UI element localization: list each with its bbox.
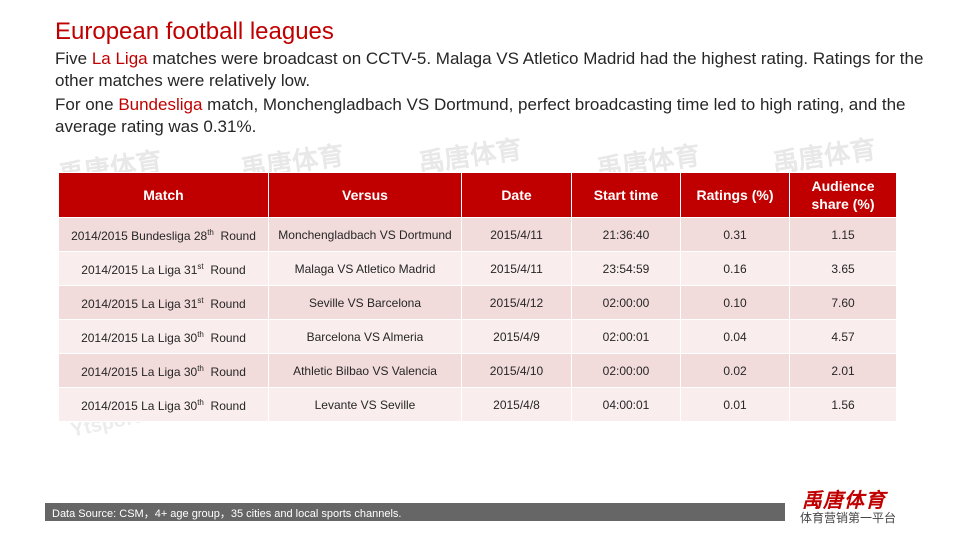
cell-match: 2014/2015 La Liga 30th Round (58, 319, 269, 354)
cell-date: 2015/4/12 (461, 285, 572, 320)
cell-share: 2.01 (789, 353, 897, 388)
header-versus: Versus (268, 172, 462, 218)
header-date: Date (461, 172, 572, 218)
cell-date: 2015/4/9 (461, 319, 572, 354)
cell-share: 3.65 (789, 251, 897, 286)
cell-share: 7.60 (789, 285, 897, 320)
header-match: Match (58, 172, 269, 218)
cell-date: 2015/4/11 (461, 217, 572, 252)
table-header-row: Match Versus Date Start time Ratings (%)… (58, 172, 897, 218)
cell-start-time: 04:00:01 (571, 387, 681, 422)
cell-match: 2014/2015 La Liga 31st Round (58, 251, 269, 286)
brand-logo: 禹唐体育 (802, 490, 886, 512)
cell-versus: Malaga VS Atletico Madrid (268, 251, 462, 286)
cell-rating: 0.04 (680, 319, 790, 354)
cell-start-time: 23:54:59 (571, 251, 681, 286)
cell-share: 4.57 (789, 319, 897, 354)
ratings-table: Match Versus Date Start time Ratings (%)… (58, 172, 897, 422)
cell-rating: 0.02 (680, 353, 790, 388)
cell-start-time: 02:00:00 (571, 353, 681, 388)
p1-highlight: La Liga (91, 49, 148, 68)
cell-start-time: 02:00:00 (571, 285, 681, 320)
cell-match: 2014/2015 La Liga 30th Round (58, 353, 269, 388)
cell-match: 2014/2015 Bundesliga 28th Round (58, 217, 269, 252)
cell-date: 2015/4/10 (461, 353, 572, 388)
page-title: European football leagues (55, 18, 334, 45)
table-row: 2014/2015 Bundesliga 28th Round Moncheng… (58, 217, 897, 252)
p2-before: For one (55, 95, 119, 114)
data-source-note: Data Source: CSM，4+ age group，35 cities … (52, 508, 402, 520)
p2-after: match, Monchengladbach VS Dortmund, perf… (55, 95, 906, 136)
brand-slogan: 体育营销第一平台 (800, 511, 897, 525)
table-row: 2014/2015 La Liga 31st Round Malaga VS A… (58, 251, 897, 286)
p2-highlight: Bundesliga (118, 95, 203, 114)
cell-date: 2015/4/8 (461, 387, 572, 422)
header-audience-share: Audience share (%) (789, 172, 897, 218)
cell-share: 1.56 (789, 387, 897, 422)
cell-versus: Athletic Bilbao VS Valencia (268, 353, 462, 388)
table-row: 2014/2015 La Liga 30th Round Barcelona V… (58, 319, 897, 354)
cell-versus: Monchengladbach VS Dortmund (268, 217, 462, 252)
cell-versus: Seville VS Barcelona (268, 285, 462, 320)
footer-bar (45, 503, 785, 521)
p1-before: Five (55, 49, 92, 68)
header-ratings: Ratings (%) (680, 172, 790, 218)
header-start-time: Start time (571, 172, 681, 218)
cell-rating: 0.16 (680, 251, 790, 286)
cell-start-time: 02:00:01 (571, 319, 681, 354)
cell-versus: Barcelona VS Almeria (268, 319, 462, 354)
cell-versus: Levante VS Seville (268, 387, 462, 422)
paragraph-bundesliga: For one Bundesliga match, Monchengladbac… (55, 94, 935, 138)
table-row: 2014/2015 La Liga 30th Round Athletic Bi… (58, 353, 897, 388)
cell-rating: 0.01 (680, 387, 790, 422)
paragraph-la-liga: Five La Liga matches were broadcast on C… (55, 48, 935, 92)
table-row: 2014/2015 La Liga 30th Round Levante VS … (58, 387, 897, 422)
p1-after: matches were broadcast on CCTV-5. Malaga… (55, 49, 924, 90)
cell-date: 2015/4/11 (461, 251, 572, 286)
cell-rating: 0.31 (680, 217, 790, 252)
table-row: 2014/2015 La Liga 31st Round Seville VS … (58, 285, 897, 320)
cell-match: 2014/2015 La Liga 31st Round (58, 285, 269, 320)
cell-match: 2014/2015 La Liga 30th Round (58, 387, 269, 422)
cell-start-time: 21:36:40 (571, 217, 681, 252)
cell-share: 1.15 (789, 217, 897, 252)
cell-rating: 0.10 (680, 285, 790, 320)
